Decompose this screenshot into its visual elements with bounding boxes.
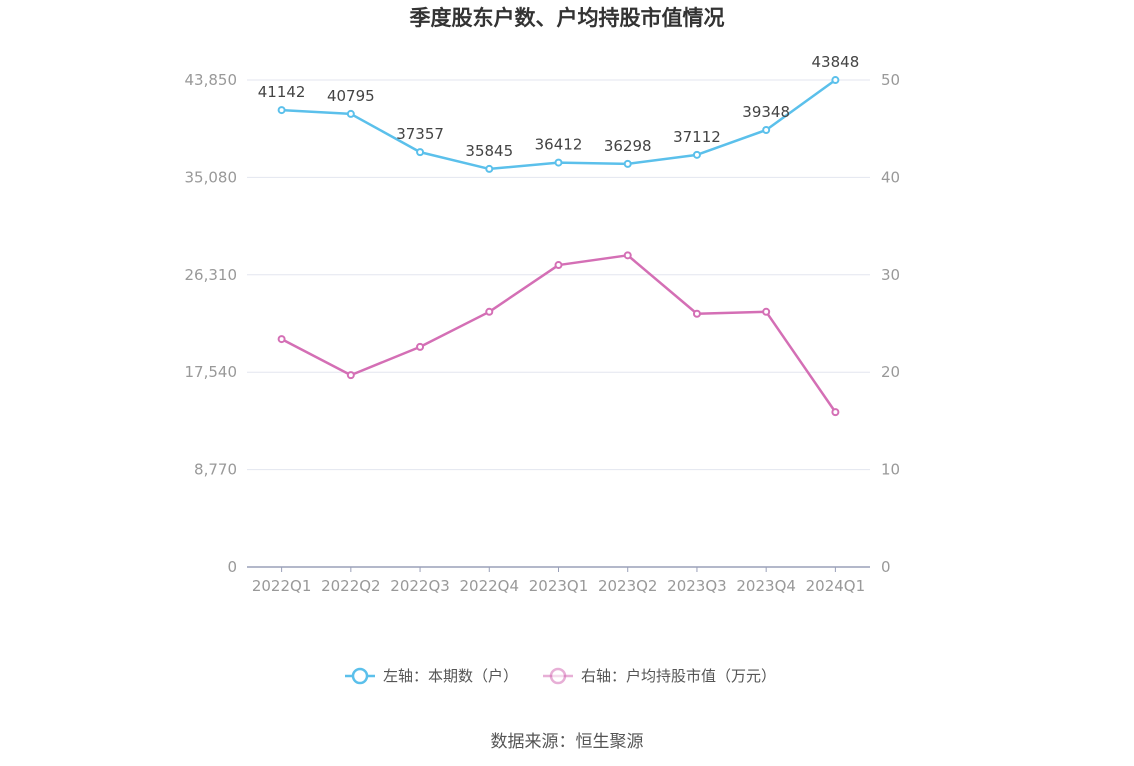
left-axis: 0 8,770 17,540 26,310 35,080 43,850 xyxy=(185,71,238,576)
left-tick-label: 43,850 xyxy=(185,71,238,89)
data-point xyxy=(416,148,425,157)
x-axis: 2022Q1 2022Q2 2022Q3 2022Q4 2023Q1 2023Q2 2023… xyxy=(252,567,865,595)
series-layer: 41142 40795 37357 35845 36412 36298 37112 39348… xyxy=(258,53,860,417)
data-point xyxy=(277,335,286,344)
legend-marker xyxy=(351,667,369,685)
data-point xyxy=(277,106,286,115)
legend-marker xyxy=(549,667,567,685)
x-tick-label: 2022Q3 xyxy=(390,577,450,595)
x-tick-label: 2023Q3 xyxy=(667,577,727,595)
data-label: 37112 xyxy=(673,128,721,146)
data-point xyxy=(623,159,632,168)
right-tick-label: 50 xyxy=(881,71,900,89)
x-tick-label: 2023Q1 xyxy=(529,577,589,595)
data-point xyxy=(692,309,701,318)
data-label: 36298 xyxy=(604,137,652,155)
right-tick-label: 20 xyxy=(881,363,900,381)
data-label: 40795 xyxy=(327,87,375,105)
data-point xyxy=(485,307,494,316)
data-label: 39348 xyxy=(742,103,790,121)
data-point xyxy=(554,158,563,167)
data-source: 数据来源：恒生聚源 xyxy=(491,732,644,752)
legend-label: 左轴：本期数（户） xyxy=(383,667,518,685)
series-line-2 xyxy=(281,254,837,413)
x-tick-label: 2022Q4 xyxy=(460,577,520,595)
x-tick-label: 2023Q4 xyxy=(736,577,796,595)
legend-label: 右轴：户均持股市值（万元） xyxy=(581,667,776,685)
data-point xyxy=(623,251,632,260)
x-tick-label: 2022Q1 xyxy=(252,577,312,595)
data-point xyxy=(346,371,355,380)
data-label: 37357 xyxy=(396,125,444,143)
data-label: 36412 xyxy=(535,136,583,154)
left-tick-label: 17,540 xyxy=(185,363,238,381)
legend-item-1[interactable]: 左轴：本期数（户） xyxy=(345,667,518,685)
data-label: 41142 xyxy=(258,83,306,101)
data-point xyxy=(416,342,425,351)
data-label: 35845 xyxy=(465,142,513,160)
data-point xyxy=(554,261,563,270)
chart-title: 季度股东户数、户均持股市值情况 xyxy=(410,6,725,30)
x-tick-label: 2022Q2 xyxy=(321,577,381,595)
right-tick-label: 30 xyxy=(881,266,900,284)
x-tick-label: 2024Q1 xyxy=(806,577,866,595)
data-point xyxy=(762,125,771,134)
data-point xyxy=(692,150,701,159)
right-tick-label: 0 xyxy=(881,558,891,576)
data-point xyxy=(485,164,494,173)
left-tick-label: 8,770 xyxy=(194,461,237,479)
right-tick-label: 40 xyxy=(881,168,900,186)
x-tick-label: 2023Q2 xyxy=(598,577,658,595)
data-point xyxy=(346,109,355,118)
right-tick-label: 10 xyxy=(881,461,900,479)
legend[interactable]: 左轴：本期数（户） 右轴：户均持股市值（万元） xyxy=(345,667,776,685)
left-tick-label: 26,310 xyxy=(185,266,238,284)
left-tick-label: 35,080 xyxy=(185,168,238,186)
data-point xyxy=(831,408,840,417)
data-point xyxy=(762,307,771,316)
legend-item-2[interactable]: 右轴：户均持股市值（万元） xyxy=(543,667,776,685)
data-point xyxy=(831,76,840,85)
data-label: 43848 xyxy=(812,53,860,71)
left-tick-label: 0 xyxy=(227,558,237,576)
right-axis: 0 10 20 30 40 50 xyxy=(881,71,900,576)
